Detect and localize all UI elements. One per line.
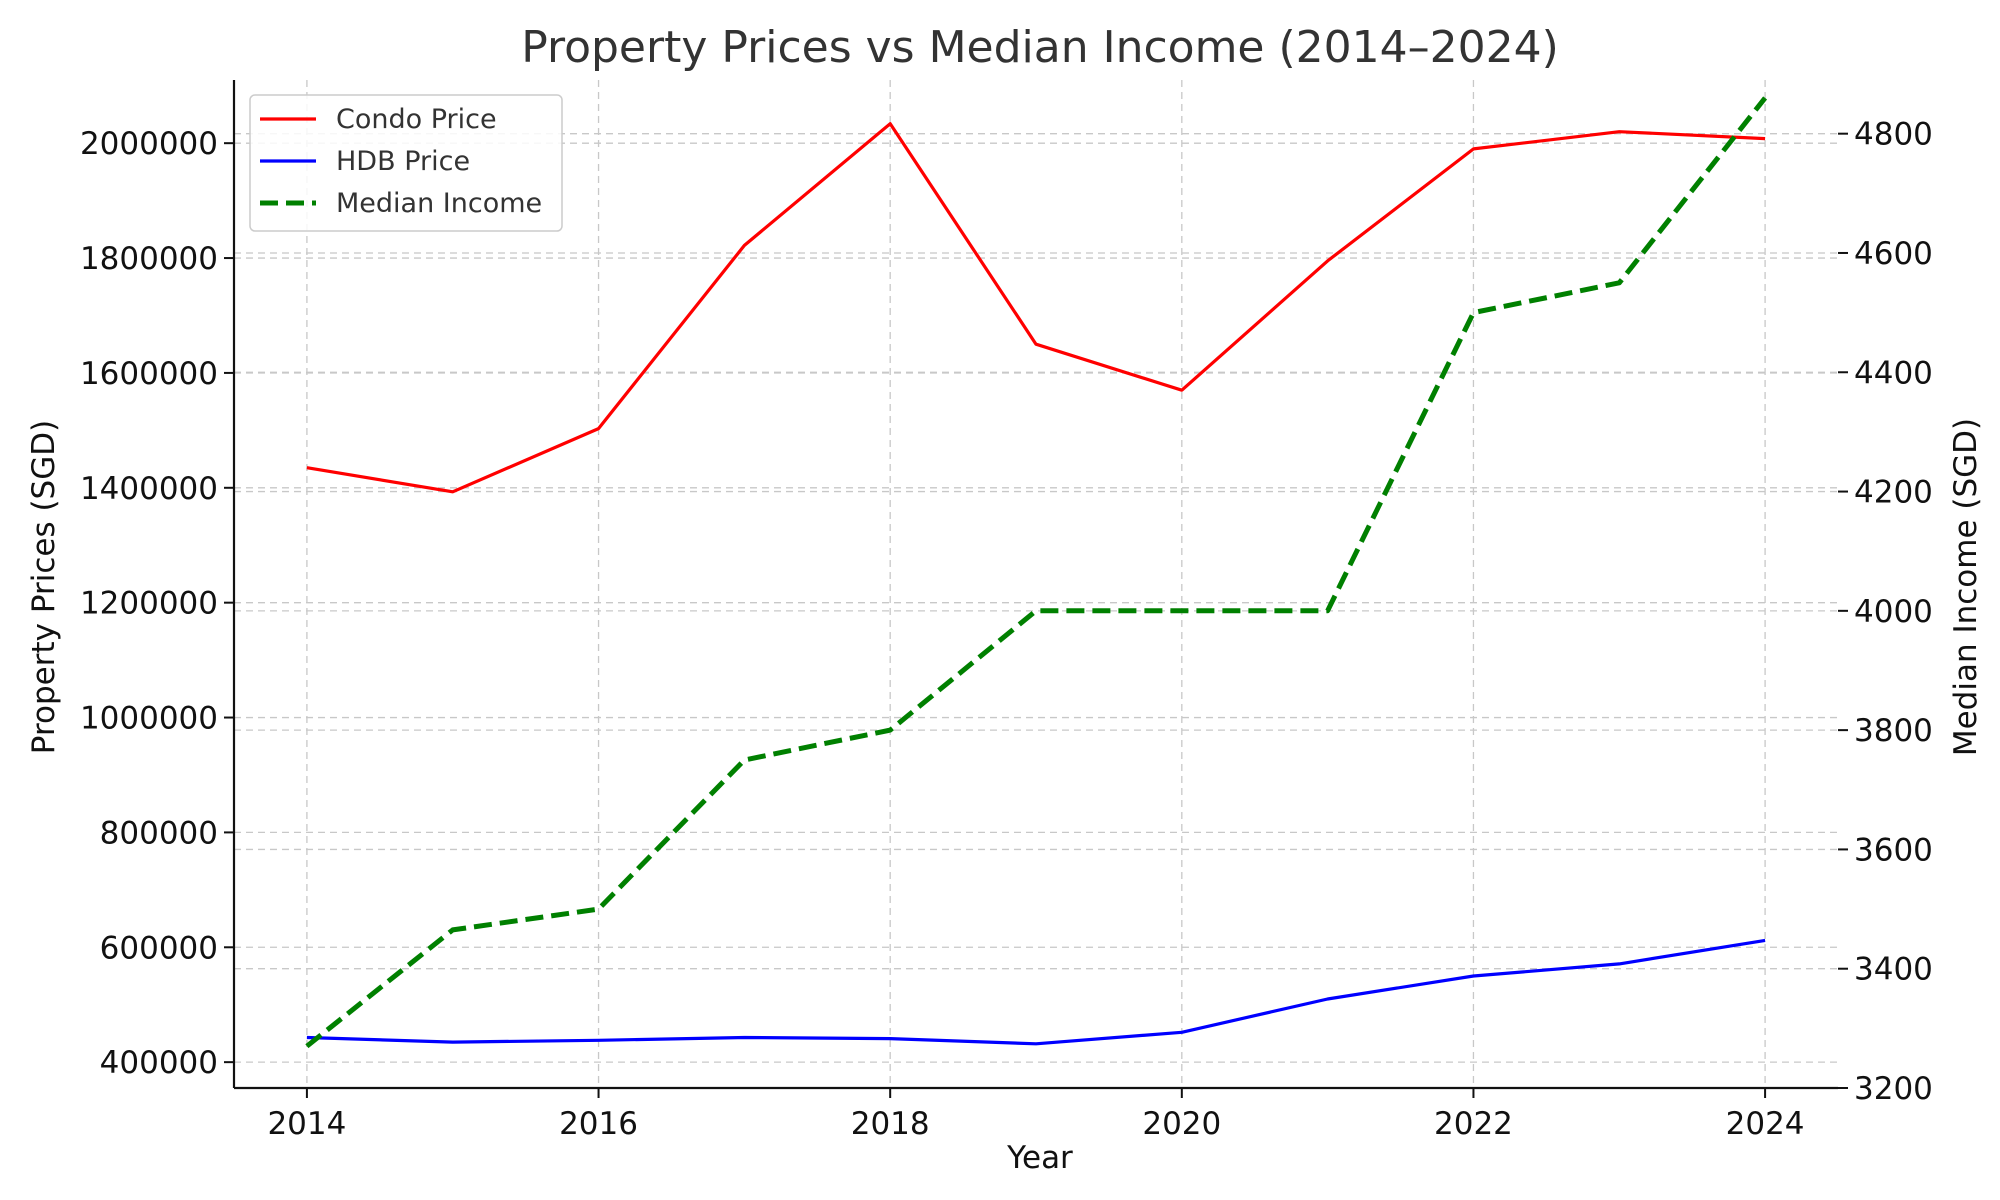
x-tick-label: 2024 bbox=[1726, 1106, 1805, 1142]
y-right-tick-label: 4400 bbox=[1854, 355, 1933, 391]
y-left-tick-label: 1800000 bbox=[80, 241, 218, 277]
y-left-tick-label: 600000 bbox=[100, 930, 218, 966]
y-left-tick-label: 2000000 bbox=[80, 126, 218, 162]
median-income-line bbox=[305, 96, 1768, 1049]
y-left-tick-label: 1400000 bbox=[80, 471, 218, 507]
y-axis-label-right: Median Income (SGD) bbox=[1948, 418, 1984, 756]
hdb-price-line bbox=[306, 938, 1766, 1046]
x-tick-label: 2022 bbox=[1434, 1106, 1513, 1142]
x-tick-label: 2018 bbox=[851, 1106, 930, 1142]
axes-layer: 2014 2016 2018 2020 2022 2024 400000 600000 8000… bbox=[80, 80, 1933, 1142]
legend-label-median-income: Median Income bbox=[336, 188, 542, 219]
x-tick-label: 2014 bbox=[267, 1106, 346, 1142]
y-right-tick-label: 4600 bbox=[1854, 236, 1933, 272]
y-right-tick-label: 4200 bbox=[1854, 475, 1933, 511]
chart-title: Property Prices vs Median Income (2014–2… bbox=[521, 22, 1559, 73]
y-left-tick-label: 1000000 bbox=[80, 701, 218, 737]
y-left-tick-label: 400000 bbox=[100, 1045, 218, 1081]
y-right-tick-label: 3800 bbox=[1854, 713, 1933, 749]
y-right-tick-label: 3600 bbox=[1854, 832, 1933, 868]
y-axis-label-left: Property Prices (SGD) bbox=[26, 420, 62, 754]
y-left-tick-label: 800000 bbox=[100, 815, 218, 851]
y-right-tick-label: 3200 bbox=[1854, 1071, 1933, 1107]
x-tick-label: 2020 bbox=[1142, 1106, 1221, 1142]
legend-label-condo-price: Condo Price bbox=[336, 104, 497, 135]
x-tick-label: 2016 bbox=[559, 1106, 638, 1142]
y-left-tick-label: 1200000 bbox=[80, 586, 218, 622]
y-right-tick-label: 4000 bbox=[1854, 594, 1933, 630]
legend-label-hdb-price: HDB Price bbox=[336, 146, 470, 177]
y-left-tick-label: 1600000 bbox=[80, 356, 218, 392]
y-right-tick-label: 4800 bbox=[1854, 117, 1933, 153]
series-layer bbox=[305, 96, 1768, 1049]
y-right-tick-label: 3400 bbox=[1854, 952, 1933, 988]
x-axis-label: Year bbox=[1006, 1140, 1073, 1176]
legend-box bbox=[249, 94, 563, 232]
legend: Condo Price HDB Price Median Income bbox=[249, 94, 563, 232]
